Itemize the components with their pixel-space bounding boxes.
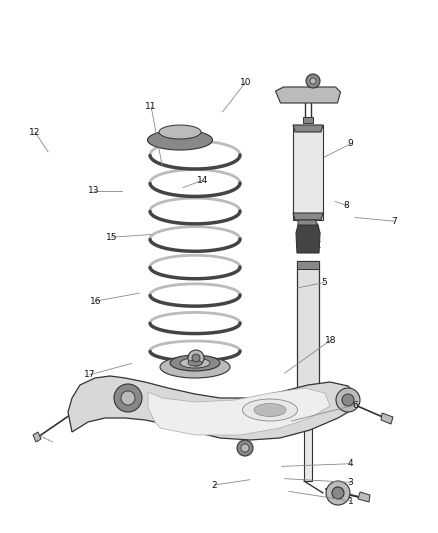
Ellipse shape — [148, 130, 212, 150]
Polygon shape — [33, 432, 41, 442]
Ellipse shape — [160, 356, 230, 378]
Text: 16: 16 — [90, 297, 101, 305]
Circle shape — [241, 444, 249, 452]
Text: 18: 18 — [325, 336, 336, 344]
Polygon shape — [381, 413, 393, 424]
Text: 14: 14 — [197, 176, 208, 184]
Polygon shape — [293, 213, 323, 220]
Text: 13: 13 — [88, 187, 100, 195]
Text: 11: 11 — [145, 102, 157, 111]
Circle shape — [310, 78, 316, 84]
Polygon shape — [298, 220, 318, 225]
Circle shape — [342, 394, 354, 406]
Circle shape — [237, 440, 253, 456]
Text: 2: 2 — [212, 481, 217, 489]
Ellipse shape — [170, 355, 220, 371]
Ellipse shape — [254, 403, 286, 416]
Text: 1: 1 — [347, 497, 353, 505]
Circle shape — [121, 391, 135, 405]
Polygon shape — [296, 225, 320, 253]
Text: 7: 7 — [391, 217, 397, 225]
Polygon shape — [293, 125, 323, 220]
Text: 15: 15 — [106, 233, 117, 241]
Circle shape — [188, 350, 204, 366]
Circle shape — [192, 354, 200, 362]
Text: 12: 12 — [29, 128, 41, 136]
Polygon shape — [297, 261, 319, 401]
Polygon shape — [304, 401, 312, 481]
Polygon shape — [68, 376, 358, 440]
Circle shape — [336, 388, 360, 412]
Polygon shape — [293, 125, 323, 132]
Polygon shape — [303, 117, 313, 123]
Circle shape — [306, 74, 320, 88]
Polygon shape — [148, 388, 330, 435]
Circle shape — [332, 487, 344, 499]
Text: 3: 3 — [347, 478, 353, 487]
Ellipse shape — [180, 358, 210, 368]
Ellipse shape — [243, 399, 297, 421]
Ellipse shape — [159, 125, 201, 139]
Ellipse shape — [188, 360, 202, 366]
Polygon shape — [297, 261, 319, 269]
Circle shape — [114, 384, 142, 412]
Polygon shape — [276, 87, 340, 103]
Text: 4: 4 — [348, 459, 353, 468]
Polygon shape — [358, 492, 370, 502]
Text: 6: 6 — [352, 401, 358, 409]
Text: 10: 10 — [240, 78, 251, 87]
Text: 17: 17 — [84, 370, 95, 379]
Text: 9: 9 — [347, 140, 353, 148]
Text: 5: 5 — [321, 278, 327, 287]
Text: 8: 8 — [343, 201, 349, 209]
Circle shape — [326, 481, 350, 505]
